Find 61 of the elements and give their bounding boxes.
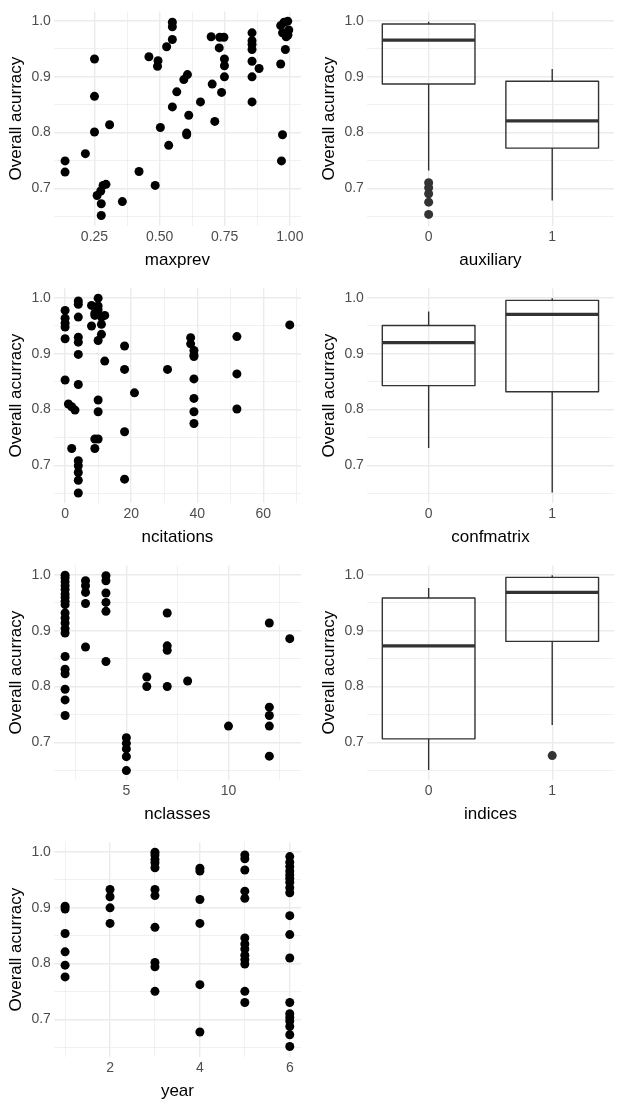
x-tick-label: 6: [285, 1059, 294, 1076]
x-tick-label: 1.00: [276, 228, 304, 245]
x-tick-label: 0.25: [80, 228, 109, 245]
x-tick-label: 1: [548, 228, 557, 245]
y-tick-label: 0.9: [31, 67, 52, 84]
y-tick-label: 0.7: [31, 179, 52, 196]
x-tick-label: 5: [122, 782, 131, 799]
x-axis-title: ncitations: [141, 527, 214, 547]
y-tick-label: 0.7: [344, 456, 365, 473]
y-tick-label: 0.9: [31, 344, 52, 361]
x-tick-label: 1: [548, 505, 557, 522]
y-tick-label: 0.8: [31, 954, 52, 971]
y-axis-title: Overall acurracy: [318, 610, 338, 735]
y-tick-label: 0.8: [344, 400, 365, 417]
x-axis-title: nclasses: [144, 804, 211, 824]
x-tick-label: 0.50: [145, 228, 174, 245]
y-axis-title: Overall acurracy: [5, 56, 25, 181]
y-axis-title: Overall acurracy: [5, 333, 25, 458]
x-tick-label: 4: [196, 1059, 204, 1076]
x-axis-title: maxprev: [144, 250, 211, 270]
y-tick-label: 1.0: [31, 12, 52, 28]
x-axis-title: indices: [463, 804, 517, 824]
y-tick-label: 0.7: [31, 1010, 52, 1027]
y-tick-label: 1.0: [31, 289, 52, 305]
y-axis-title: Overall acurracy: [318, 56, 338, 181]
y-tick-label: 0.7: [344, 733, 365, 750]
y-tick-label: 0.9: [31, 621, 52, 638]
y-tick-label: 0.8: [31, 123, 52, 140]
y-tick-label: 0.8: [31, 677, 52, 694]
y-tick-label: 1.0: [31, 843, 52, 859]
y-tick-label: 0.8: [344, 123, 365, 140]
x-tick-label: 20: [123, 505, 140, 522]
y-tick-label: 1.0: [31, 566, 52, 582]
y-tick-label: 0.9: [31, 898, 52, 915]
y-tick-label: 0.9: [344, 344, 365, 361]
x-tick-label: 0: [61, 505, 70, 522]
y-tick-label: 1.0: [344, 12, 365, 28]
y-tick-label: 0.7: [31, 456, 52, 473]
y-tick-label: 0.8: [344, 677, 365, 694]
x-tick-label: 0.75: [211, 228, 239, 245]
x-tick-label: 10: [220, 782, 237, 799]
y-tick-label: 0.9: [344, 67, 365, 84]
x-axis-title: year: [160, 1081, 195, 1101]
x-axis-title: auxiliary: [459, 250, 523, 270]
y-tick-label: 0.8: [31, 400, 52, 417]
x-axis-title: confmatrix: [451, 527, 531, 547]
y-axis-title: Overall acurracy: [5, 610, 25, 735]
x-tick-label: 0: [424, 228, 433, 245]
y-axis-title: Overall acurracy: [5, 887, 25, 1012]
y-tick-label: 0.7: [31, 733, 52, 750]
x-tick-label: 0: [424, 782, 433, 799]
x-tick-label: 2: [106, 1059, 115, 1076]
y-tick-label: 0.7: [344, 179, 365, 196]
y-axis-title: Overall acurracy: [318, 333, 338, 458]
y-tick-label: 0.9: [344, 621, 365, 638]
x-tick-label: 0: [424, 505, 433, 522]
y-tick-label: 1.0: [344, 566, 365, 582]
x-tick-label: 60: [255, 505, 272, 522]
y-tick-label: 1.0: [344, 289, 365, 305]
x-tick-label: 1: [548, 782, 557, 799]
x-tick-label: 40: [189, 505, 206, 522]
